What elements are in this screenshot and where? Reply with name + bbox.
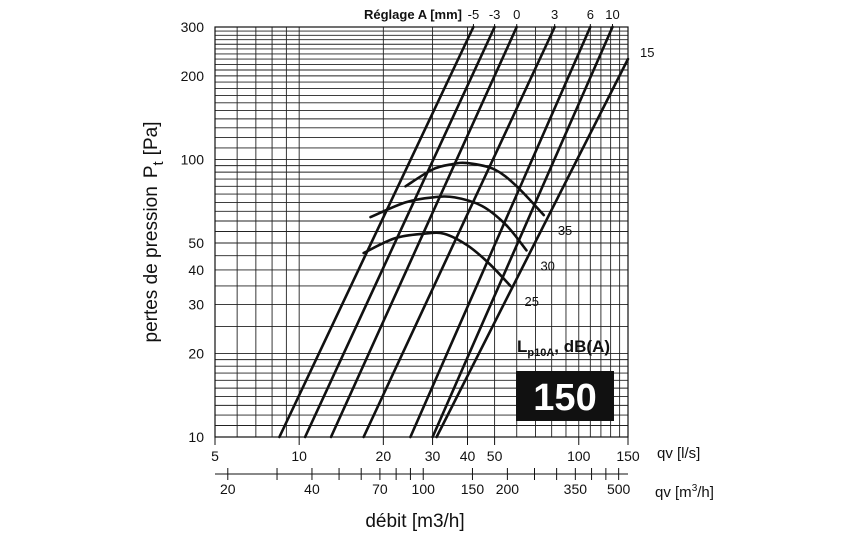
top-adjustment-label: 10 — [605, 7, 619, 22]
y-tick-label: 300 — [181, 19, 205, 35]
sound-curve-30 — [369, 195, 528, 252]
plot-frame — [214, 26, 629, 438]
sound-curve-label: 30 — [540, 258, 554, 273]
x-m3h-tick-label: 500 — [607, 481, 631, 497]
adjustment-line-3 — [362, 25, 557, 439]
x-ls-tick-label: 10 — [291, 448, 307, 464]
x-m3h-tick-label: 70 — [372, 481, 388, 497]
sound-curve-25 — [362, 231, 512, 288]
x-m3h-unit: qv [m3/h] — [655, 483, 714, 501]
y-tick-label: 50 — [188, 235, 204, 251]
x-ls-tick-label: 150 — [616, 448, 640, 464]
top-adjustment-label: 15 — [640, 45, 654, 60]
adjustment-line-15 — [435, 57, 630, 439]
top-adjustment-label: 6 — [587, 7, 594, 22]
x-m3h-tick-label: 20 — [220, 481, 236, 497]
y-tick-label: 200 — [181, 68, 205, 84]
sound-level-curves — [362, 161, 546, 288]
x-ls-tick-label: 50 — [487, 448, 503, 464]
x-m3h-tick-label: 150 — [461, 481, 485, 497]
adjustment-line-0 — [329, 25, 519, 439]
adjustment-line-6 — [409, 25, 592, 439]
y-tick-label: 100 — [181, 151, 205, 167]
sound-curve-35 — [404, 161, 546, 217]
size-badge: 150 — [533, 377, 596, 419]
adjustment-line-10 — [431, 25, 614, 439]
sound-curve-label: 25 — [525, 294, 539, 309]
sound-curve-label: 35 — [558, 223, 572, 238]
top-adjustment-label: 3 — [551, 7, 558, 22]
top-axis-title: Réglage A [mm] — [364, 7, 462, 22]
top-adjustment-label: -5 — [468, 7, 480, 22]
y-tick-label: 20 — [188, 345, 204, 361]
x-m3h-tick-label: 350 — [564, 481, 588, 497]
y-tick-label: 10 — [188, 429, 204, 445]
y-axis-label: pertes de pressionPt[Pa] — [141, 122, 167, 343]
adjustment-lines — [278, 25, 630, 439]
adjustment-line--3 — [303, 25, 496, 439]
x-ls-tick-label: 100 — [567, 448, 591, 464]
x-ls-tick-label: 40 — [460, 448, 476, 464]
x-m3h-tick-label: 200 — [496, 481, 520, 497]
top-adjustment-label: 0 — [513, 7, 520, 22]
y-tick-label: 40 — [188, 262, 204, 278]
x-ls-unit: qv [l/s] — [657, 445, 700, 462]
top-adjustment-label: -3 — [489, 7, 501, 22]
sound-level-label: Lp10A, dB(A) — [517, 337, 610, 359]
x-ls-tick-label: 20 — [376, 448, 392, 464]
sound-curve-labels: 35 30 25 — [525, 223, 573, 309]
x-m3h-tick-labels: 20 40 70 100 150 200 350 500 — [220, 481, 631, 497]
x-axis-label: débit [m3/h] — [365, 511, 464, 532]
top-adjustment-labels: -5 -3 0 3 6 10 15 — [468, 7, 655, 60]
x-m3h-tick-label: 100 — [412, 481, 436, 497]
x-ls-tick-labels: 5 10 20 30 40 50 100 150 — [211, 448, 640, 464]
y-tick-label: 30 — [188, 297, 204, 313]
adjustment-line--5 — [278, 25, 475, 439]
x-ls-tick-label: 5 — [211, 448, 219, 464]
y-tick-labels: 10 20 30 40 50 100 200 300 — [181, 19, 205, 445]
size-badge-background — [516, 371, 614, 421]
x-m3h-tick-label: 40 — [304, 481, 320, 497]
x-ls-tick-label: 30 — [425, 448, 441, 464]
